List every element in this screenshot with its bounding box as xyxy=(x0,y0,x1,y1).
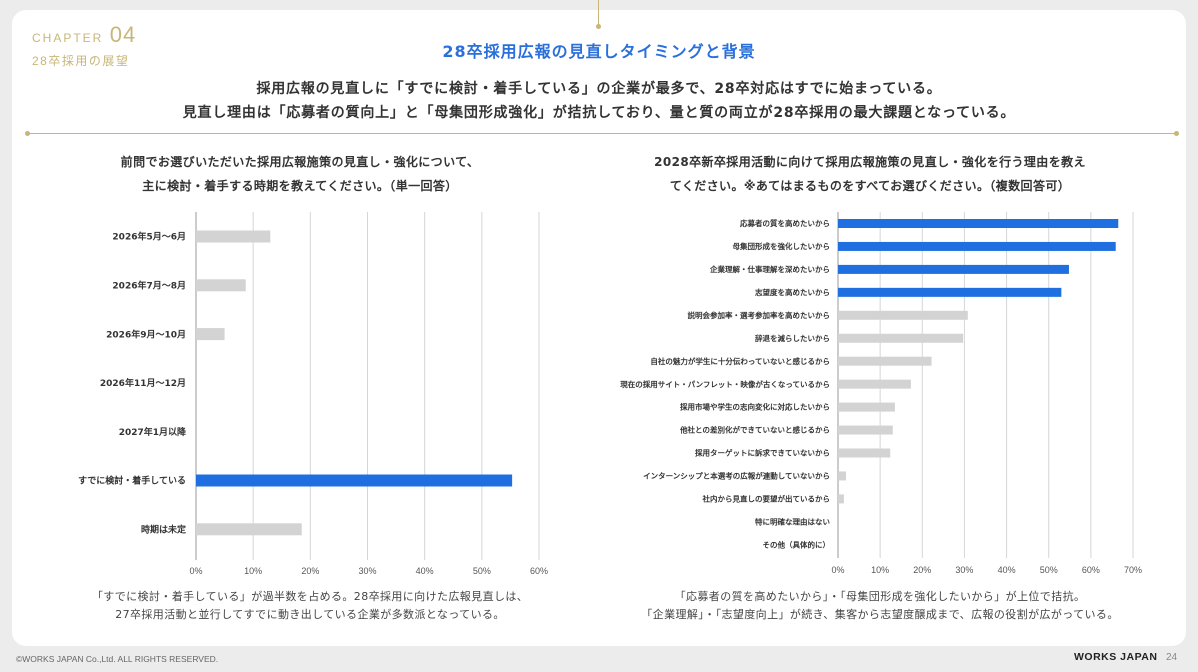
right-bar xyxy=(838,310,968,320)
chapter-word: CHAPTER xyxy=(32,31,104,45)
left-x-tick-label: 40% xyxy=(416,566,434,576)
left-question-line-2: 主に検討・着手する時期を教えてください。（単一回答） xyxy=(142,179,458,193)
left-bar xyxy=(196,230,271,243)
right-x-tick-label: 50% xyxy=(1040,565,1058,575)
top-divider-dot xyxy=(596,24,601,29)
left-bar xyxy=(196,523,302,536)
top-divider-line xyxy=(598,0,599,26)
right-note-line-2: 「企業理解」・「志望度向上」が続き、集客から志望度醸成まで、広報の役割が広がって… xyxy=(641,608,1119,621)
left-x-tick-label: 10% xyxy=(244,566,262,576)
chapter-subtitle: 28卒採用の展望 xyxy=(32,54,130,68)
right-note-line-1: 「応募者の質を高めたいから」・「母集団形成を強化したいから」が上位で拮抗。 xyxy=(674,590,1086,603)
left-question-line-1: 前問でお選びいただいた採用広報施策の見直し・強化について、 xyxy=(120,155,480,169)
right-bar xyxy=(838,402,895,412)
left-x-tick-label: 30% xyxy=(358,566,376,576)
left-bar xyxy=(196,279,246,292)
right-bar xyxy=(838,219,1119,228)
right-category-label: 応募者の質を高めたいから xyxy=(740,218,830,228)
right-bar xyxy=(838,379,911,389)
right-category-label: 他社との差別化ができていないと感じるから xyxy=(679,425,830,435)
right-category-label: 企業理解・仕事理解を深めたいから xyxy=(709,264,830,274)
left-category-label: 2026年11月～12月 xyxy=(100,377,186,389)
right-bar xyxy=(838,287,1062,297)
left-note: 「すでに検討・着手している」が過半数を占める。28卒採用に向けた広報見直しは、 … xyxy=(40,588,580,624)
copyright: ©WORKS JAPAN Co.,Ltd. ALL RIGHTS RESERVE… xyxy=(16,654,219,664)
right-question: 2028卒新卒採用活動に向けて採用広報施策の見直し・強化を行う理由を教え てくだ… xyxy=(590,150,1150,198)
right-category-label: 辞退を減らしたいから xyxy=(755,333,830,343)
left-category-label: 2026年5月～6月 xyxy=(112,231,186,243)
right-bar xyxy=(838,471,847,481)
chapter-number: 04 xyxy=(109,22,137,47)
left-bar xyxy=(196,328,225,341)
right-category-label: インターンシップと本選考の広報が連動していないから xyxy=(643,471,830,481)
left-category-label: 2026年7月～8月 xyxy=(112,279,186,291)
right-question-line-1: 2028卒新卒採用活動に向けて採用広報施策の見直し・強化を行う理由を教え xyxy=(654,155,1086,169)
section-divider-dot-left xyxy=(25,131,30,136)
right-x-tick-label: 40% xyxy=(998,565,1016,575)
lead-line-2: 見直し理由は「応募者の質向上」と「母集団形成強化」が拮抗しており、量と質の両立が… xyxy=(182,105,1016,121)
right-x-tick-label: 0% xyxy=(831,565,844,575)
left-category-label: 2026年9月～10月 xyxy=(106,328,186,340)
right-category-label: その他（具体的に） xyxy=(763,539,831,549)
left-x-tick-label: 20% xyxy=(301,566,319,576)
left-x-tick-label: 60% xyxy=(530,566,548,576)
right-bar xyxy=(838,333,964,343)
lead-line-1: 採用広報の見直しに「すでに検討・着手している」の企業が最多で、28卒対応はすでに… xyxy=(256,81,942,97)
right-bar xyxy=(838,494,844,504)
right-category-label: 採用市場や学生の志向変化に対応したいから xyxy=(680,402,830,412)
right-bar xyxy=(838,356,932,366)
right-x-tick-label: 30% xyxy=(955,565,973,575)
right-category-label: 採用ターゲットに訴求できていないから xyxy=(695,448,830,458)
right-category-label: 社内から見直しの要望が出ているから xyxy=(702,494,831,504)
right-bar xyxy=(838,448,891,458)
right-category-label: 現在の採用サイト・パンフレット・映像が古くなっているから xyxy=(620,379,830,389)
chapter-label: CHAPTER 04 28卒採用の展望 xyxy=(32,22,137,68)
left-category-label: 時期は未定 xyxy=(141,523,187,535)
section-divider-dot-right xyxy=(1174,131,1179,136)
right-bar xyxy=(838,425,893,435)
right-category-label: 説明会参加率・選考参加率を高めたいから xyxy=(688,310,831,320)
right-x-tick-label: 20% xyxy=(913,565,931,575)
right-category-label: 志望度を高めたいから xyxy=(755,287,830,297)
right-bar xyxy=(838,264,1069,274)
left-x-tick-label: 0% xyxy=(189,566,202,576)
left-category-label: 2027年1月以降 xyxy=(119,426,187,438)
left-category-label: すでに検討・着手している xyxy=(78,475,186,487)
slide-card xyxy=(12,10,1186,646)
page-number: 24 xyxy=(1166,652,1178,663)
page-title: 28卒採用広報の見直しタイミングと背景 xyxy=(442,42,756,61)
right-category-label: 自社の魅力が学生に十分伝わっていないと感じるから xyxy=(650,356,830,366)
left-bar xyxy=(196,474,513,487)
left-question: 前問でお選びいただいた採用広報施策の見直し・強化について、 主に検討・着手する時… xyxy=(40,150,560,198)
left-x-tick-label: 50% xyxy=(473,566,491,576)
right-category-label: 特に明確な理由はない xyxy=(755,516,830,526)
right-category-label: 母集団形成を強化したいから xyxy=(733,241,831,251)
left-note-line-2: 27卒採用活動と並行してすでに動き出している企業が多数派となっている。 xyxy=(115,608,505,621)
right-x-tick-label: 70% xyxy=(1124,565,1142,575)
right-question-line-2: てください。※あてはまるものをすべてお選びください。（複数回答可） xyxy=(669,179,1071,193)
left-note-line-1: 「すでに検討・着手している」が過半数を占める。28卒採用に向けた広報見直しは、 xyxy=(91,590,529,603)
brand-logo: WORKS JAPAN xyxy=(1074,651,1158,663)
section-divider xyxy=(28,133,1176,134)
right-bar xyxy=(838,241,1116,251)
right-note: 「応募者の質を高めたいから」・「母集団形成を強化したいから」が上位で拮抗。 「企… xyxy=(600,588,1160,624)
right-x-tick-label: 10% xyxy=(871,565,889,575)
right-x-tick-label: 60% xyxy=(1082,565,1100,575)
